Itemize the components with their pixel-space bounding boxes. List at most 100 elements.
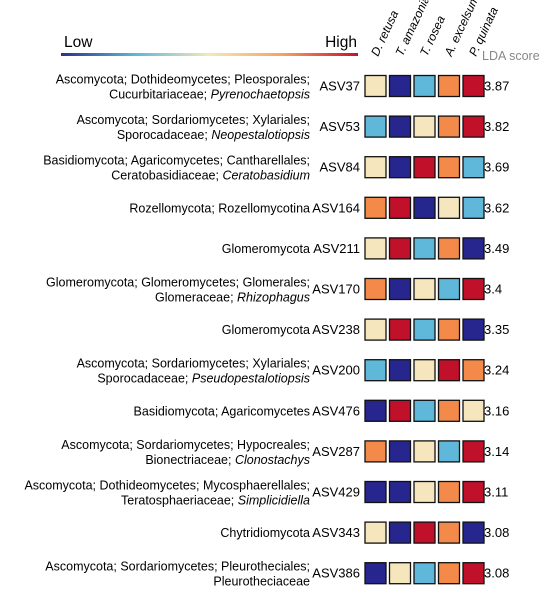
genus-label: Pyrenochaetopsis (211, 88, 310, 102)
lda-score-value: 3.87 (484, 79, 509, 94)
heatmap-cell (462, 440, 485, 463)
asv-label: ASV429 (312, 485, 360, 500)
heatmap-cell (413, 399, 436, 422)
heatmap-cell (462, 156, 485, 179)
taxonomy-label: Basidiomycota; Agaricomycetes; Cantharel… (43, 154, 310, 168)
heatmap-cell (462, 196, 485, 219)
taxonomy-label: Glomeromycota; Glomeromycetes; Glomerale… (46, 276, 310, 290)
heatmap-cell (413, 359, 436, 382)
taxonomy-label: Ascomycota; Dothideomycetes; Mycosphaere… (24, 479, 310, 493)
taxonomy-label: Ascomycota; Sordariomycetes; Xylariales; (77, 113, 310, 127)
heatmap-cell (437, 115, 461, 138)
taxonomy-label: Ascomycota; Sordariomycetes; Xylariales; (77, 357, 310, 371)
heatmap-row: Glomeromycota; Glomeromycetes; Glomerale… (46, 276, 502, 305)
genus-label: Rhizophagus (237, 291, 310, 305)
heatmap-cell (388, 521, 412, 544)
heatmap-cell (437, 237, 461, 260)
genus-label: Pseudopestalotiopsis (192, 372, 310, 386)
heatmap-cell (413, 156, 436, 179)
heatmap-cell (413, 521, 436, 544)
heatmap-cell (364, 521, 387, 544)
heatmap-cell (462, 74, 485, 98)
lda-score-value: 3.08 (484, 566, 509, 581)
legend-low-label: Low (64, 34, 93, 51)
asv-label: ASV211 (313, 241, 360, 256)
heatmap-cell (413, 480, 436, 504)
heatmap-cell (437, 521, 461, 544)
heatmap-cell (462, 521, 485, 544)
taxonomy-label-line2: Teratosphaeriaceae; Simplicidiella (121, 494, 310, 508)
heatmap-cell (437, 318, 461, 341)
heatmap-cell (413, 74, 436, 98)
heatmap-cell (413, 440, 436, 463)
heatmap-cell (388, 359, 412, 382)
heatmap-cell (364, 115, 387, 138)
heatmap-cell (437, 359, 461, 382)
heatmap-cell (364, 562, 387, 585)
heatmap-row: Basidiomycota; Agaricomycetes ASV476 3.16 (134, 399, 509, 422)
heatmap-row: Ascomycota; Sordariomycetes; Pleurotheci… (45, 560, 509, 589)
heatmap-cell (364, 318, 387, 341)
taxonomy-label: Rozellomycota; Rozellomycotina (129, 201, 310, 215)
taxonomy-label-line2: Sporocadaceae; Pseudopestalotiopsis (97, 372, 310, 386)
genus-label: Simplicidiella (238, 494, 310, 508)
heatmap-cell (413, 115, 436, 138)
lda-score-value: 3.16 (484, 403, 509, 418)
asv-label: ASV386 (312, 566, 360, 581)
heatmap-cell (437, 399, 461, 422)
heatmap-cell (462, 359, 485, 382)
taxonomy-label: Ascomycota; Dothideomycetes; Pleosporale… (56, 73, 310, 87)
genus-label: Neopestalotiopsis (211, 128, 310, 142)
heatmap-cell (413, 237, 436, 260)
heatmap-cell (388, 237, 412, 260)
heatmap-row: Basidiomycota; Agaricomycetes; Cantharel… (43, 154, 509, 183)
heatmap-cell (462, 399, 485, 422)
heatmap-cell (364, 399, 387, 422)
heatmap-cell (364, 277, 387, 301)
heatmap-cell (413, 277, 436, 301)
heatmap-cell (364, 74, 387, 98)
heatmap-cell (437, 440, 461, 463)
heatmap-cell (364, 480, 387, 504)
heatmap-cell (437, 156, 461, 179)
heatmap-cell (437, 196, 461, 219)
lda-score-value: 3.82 (484, 119, 509, 134)
taxonomy-label-line2: Cucurbitariaceae; Pyrenochaetopsis (109, 88, 310, 102)
lda-score-value: 3.49 (484, 241, 509, 256)
asv-label: ASV37 (320, 79, 360, 94)
heatmap-cell (364, 440, 387, 463)
lda-score-value: 3.24 (484, 363, 509, 378)
heatmap-cell (413, 562, 436, 585)
genus-label: Ceratobasidium (222, 169, 310, 183)
heatmap-cell (437, 562, 461, 585)
heatmap-cell (462, 237, 485, 260)
heatmap-cell (388, 156, 412, 179)
heatmap-cell (437, 74, 461, 98)
heatmap-rows: Ascomycota; Dothideomycetes; Pleosporale… (24, 73, 509, 589)
heatmap-row: Ascomycota; Dothideomycetes; Mycosphaere… (24, 479, 508, 508)
taxonomy-label: Glomeromycota (222, 323, 310, 337)
heatmap-cell (388, 399, 412, 422)
heatmap-row: Ascomycota; Sordariomycetes; Xylariales;… (77, 113, 510, 142)
asv-label: ASV476 (312, 403, 360, 418)
heatmap-cell (413, 318, 436, 341)
heatmap-cell (462, 562, 485, 585)
heatmap-row: Chytridiomycota ASV343 3.08 (220, 521, 509, 544)
heatmap-cell (437, 480, 461, 504)
taxonomy-label-line2: Pleurotheciaceae (213, 575, 310, 589)
taxonomy-label: Chytridiomycota (220, 526, 310, 540)
taxonomy-label: Ascomycota; Sordariomycetes; Hypocreales… (61, 438, 310, 452)
legend-gradient-bar (61, 53, 358, 56)
heatmap-cell (364, 237, 387, 260)
heatmap-cell (364, 156, 387, 179)
asv-label: ASV53 (320, 119, 360, 134)
heatmap-cell (388, 318, 412, 341)
taxonomy-label-line2: Sporocadaceae; Neopestalotiopsis (117, 128, 310, 142)
lda-score-value: 3.4 (484, 282, 502, 297)
heatmap-cell (388, 277, 412, 301)
taxonomy-label-line2: Ceratobasidiaceae; Ceratobasidium (111, 169, 310, 183)
asv-label: ASV287 (312, 444, 360, 459)
taxonomy-label: Ascomycota; Sordariomycetes; Pleurotheci… (45, 560, 310, 574)
asv-label: ASV343 (312, 525, 360, 540)
